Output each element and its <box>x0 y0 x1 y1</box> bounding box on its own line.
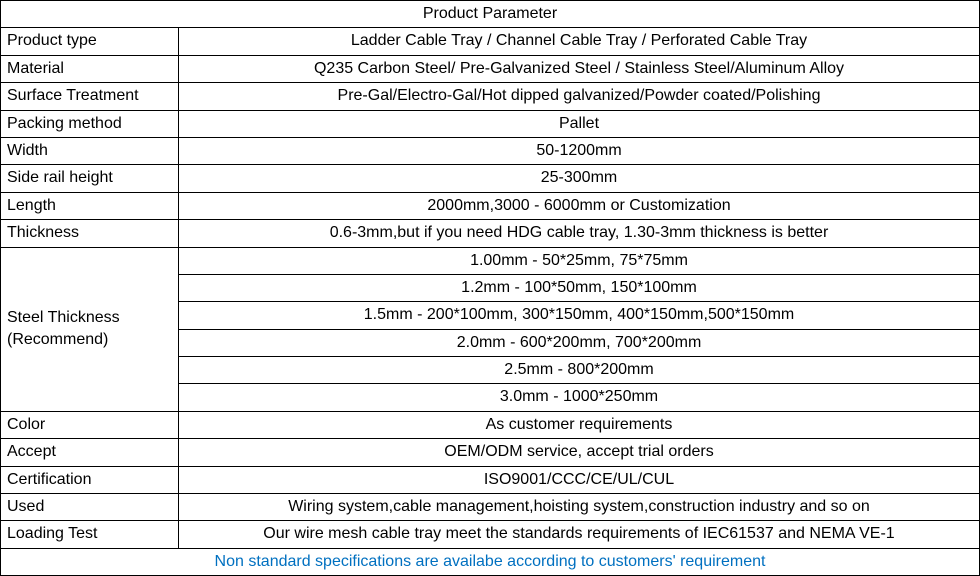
steel-thickness-label: Steel Thickness (Recommend) <box>1 247 179 411</box>
table-row: Steel Thickness (Recommend) 1.00mm - 50*… <box>1 247 980 274</box>
table-row: Packing method Pallet <box>1 110 980 137</box>
steel-thickness-value: 3.0mm - 1000*250mm <box>179 384 980 411</box>
steel-thickness-value: 2.5mm - 800*200mm <box>179 357 980 384</box>
table-row: Loading Test Our wire mesh cable tray me… <box>1 521 980 548</box>
row-label: Product type <box>1 28 179 55</box>
row-label: Color <box>1 411 179 438</box>
row-label: Length <box>1 192 179 219</box>
row-label: Surface Treatment <box>1 83 179 110</box>
table-footer-row: Non standard specifications are availabe… <box>1 548 980 575</box>
table-row: Thickness 0.6-3mm,but if you need HDG ca… <box>1 220 980 247</box>
table-row: Color As customer requirements <box>1 411 980 438</box>
row-value: As customer requirements <box>179 411 980 438</box>
table-title: Product Parameter <box>1 1 980 28</box>
row-label: Certification <box>1 466 179 493</box>
table-row: Width 50-1200mm <box>1 137 980 164</box>
row-label: Packing method <box>1 110 179 137</box>
row-value: OEM/ODM service, accept trial orders <box>179 439 980 466</box>
row-value: Our wire mesh cable tray meet the standa… <box>179 521 980 548</box>
steel-thickness-value: 1.2mm - 100*50mm, 150*100mm <box>179 274 980 301</box>
row-label: Thickness <box>1 220 179 247</box>
steel-thickness-value: 1.00mm - 50*25mm, 75*75mm <box>179 247 980 274</box>
row-label: Side rail height <box>1 165 179 192</box>
table-row: Used Wiring system,cable management,hois… <box>1 494 980 521</box>
row-value: Q235 Carbon Steel/ Pre-Galvanized Steel … <box>179 55 980 82</box>
row-label: Width <box>1 137 179 164</box>
table-row: Surface Treatment Pre-Gal/Electro-Gal/Ho… <box>1 83 980 110</box>
row-value: Ladder Cable Tray / Channel Cable Tray /… <box>179 28 980 55</box>
row-label: Loading Test <box>1 521 179 548</box>
steel-thickness-value: 2.0mm - 600*200mm, 700*200mm <box>179 329 980 356</box>
row-value: 0.6-3mm,but if you need HDG cable tray, … <box>179 220 980 247</box>
row-value: 50-1200mm <box>179 137 980 164</box>
table-row: Side rail height 25-300mm <box>1 165 980 192</box>
table-header-row: Product Parameter <box>1 1 980 28</box>
table-row: Certification ISO9001/CCC/CE/UL/CUL <box>1 466 980 493</box>
table-row: Accept OEM/ODM service, accept trial ord… <box>1 439 980 466</box>
steel-thickness-value: 1.5mm - 200*100mm, 300*150mm, 400*150mm,… <box>179 302 980 329</box>
table-row: Product type Ladder Cable Tray / Channel… <box>1 28 980 55</box>
row-label: Accept <box>1 439 179 466</box>
row-value: Wiring system,cable management,hoisting … <box>179 494 980 521</box>
table-row: Material Q235 Carbon Steel/ Pre-Galvaniz… <box>1 55 980 82</box>
row-label: Material <box>1 55 179 82</box>
product-parameter-table: Product Parameter Product type Ladder Ca… <box>0 0 980 576</box>
row-value: ISO9001/CCC/CE/UL/CUL <box>179 466 980 493</box>
table-row: Length 2000mm,3000 - 6000mm or Customiza… <box>1 192 980 219</box>
row-value: Pre-Gal/Electro-Gal/Hot dipped galvanize… <box>179 83 980 110</box>
row-label: Used <box>1 494 179 521</box>
row-value: 25-300mm <box>179 165 980 192</box>
row-value: Pallet <box>179 110 980 137</box>
footer-note: Non standard specifications are availabe… <box>1 548 980 575</box>
row-value: 2000mm,3000 - 6000mm or Customization <box>179 192 980 219</box>
